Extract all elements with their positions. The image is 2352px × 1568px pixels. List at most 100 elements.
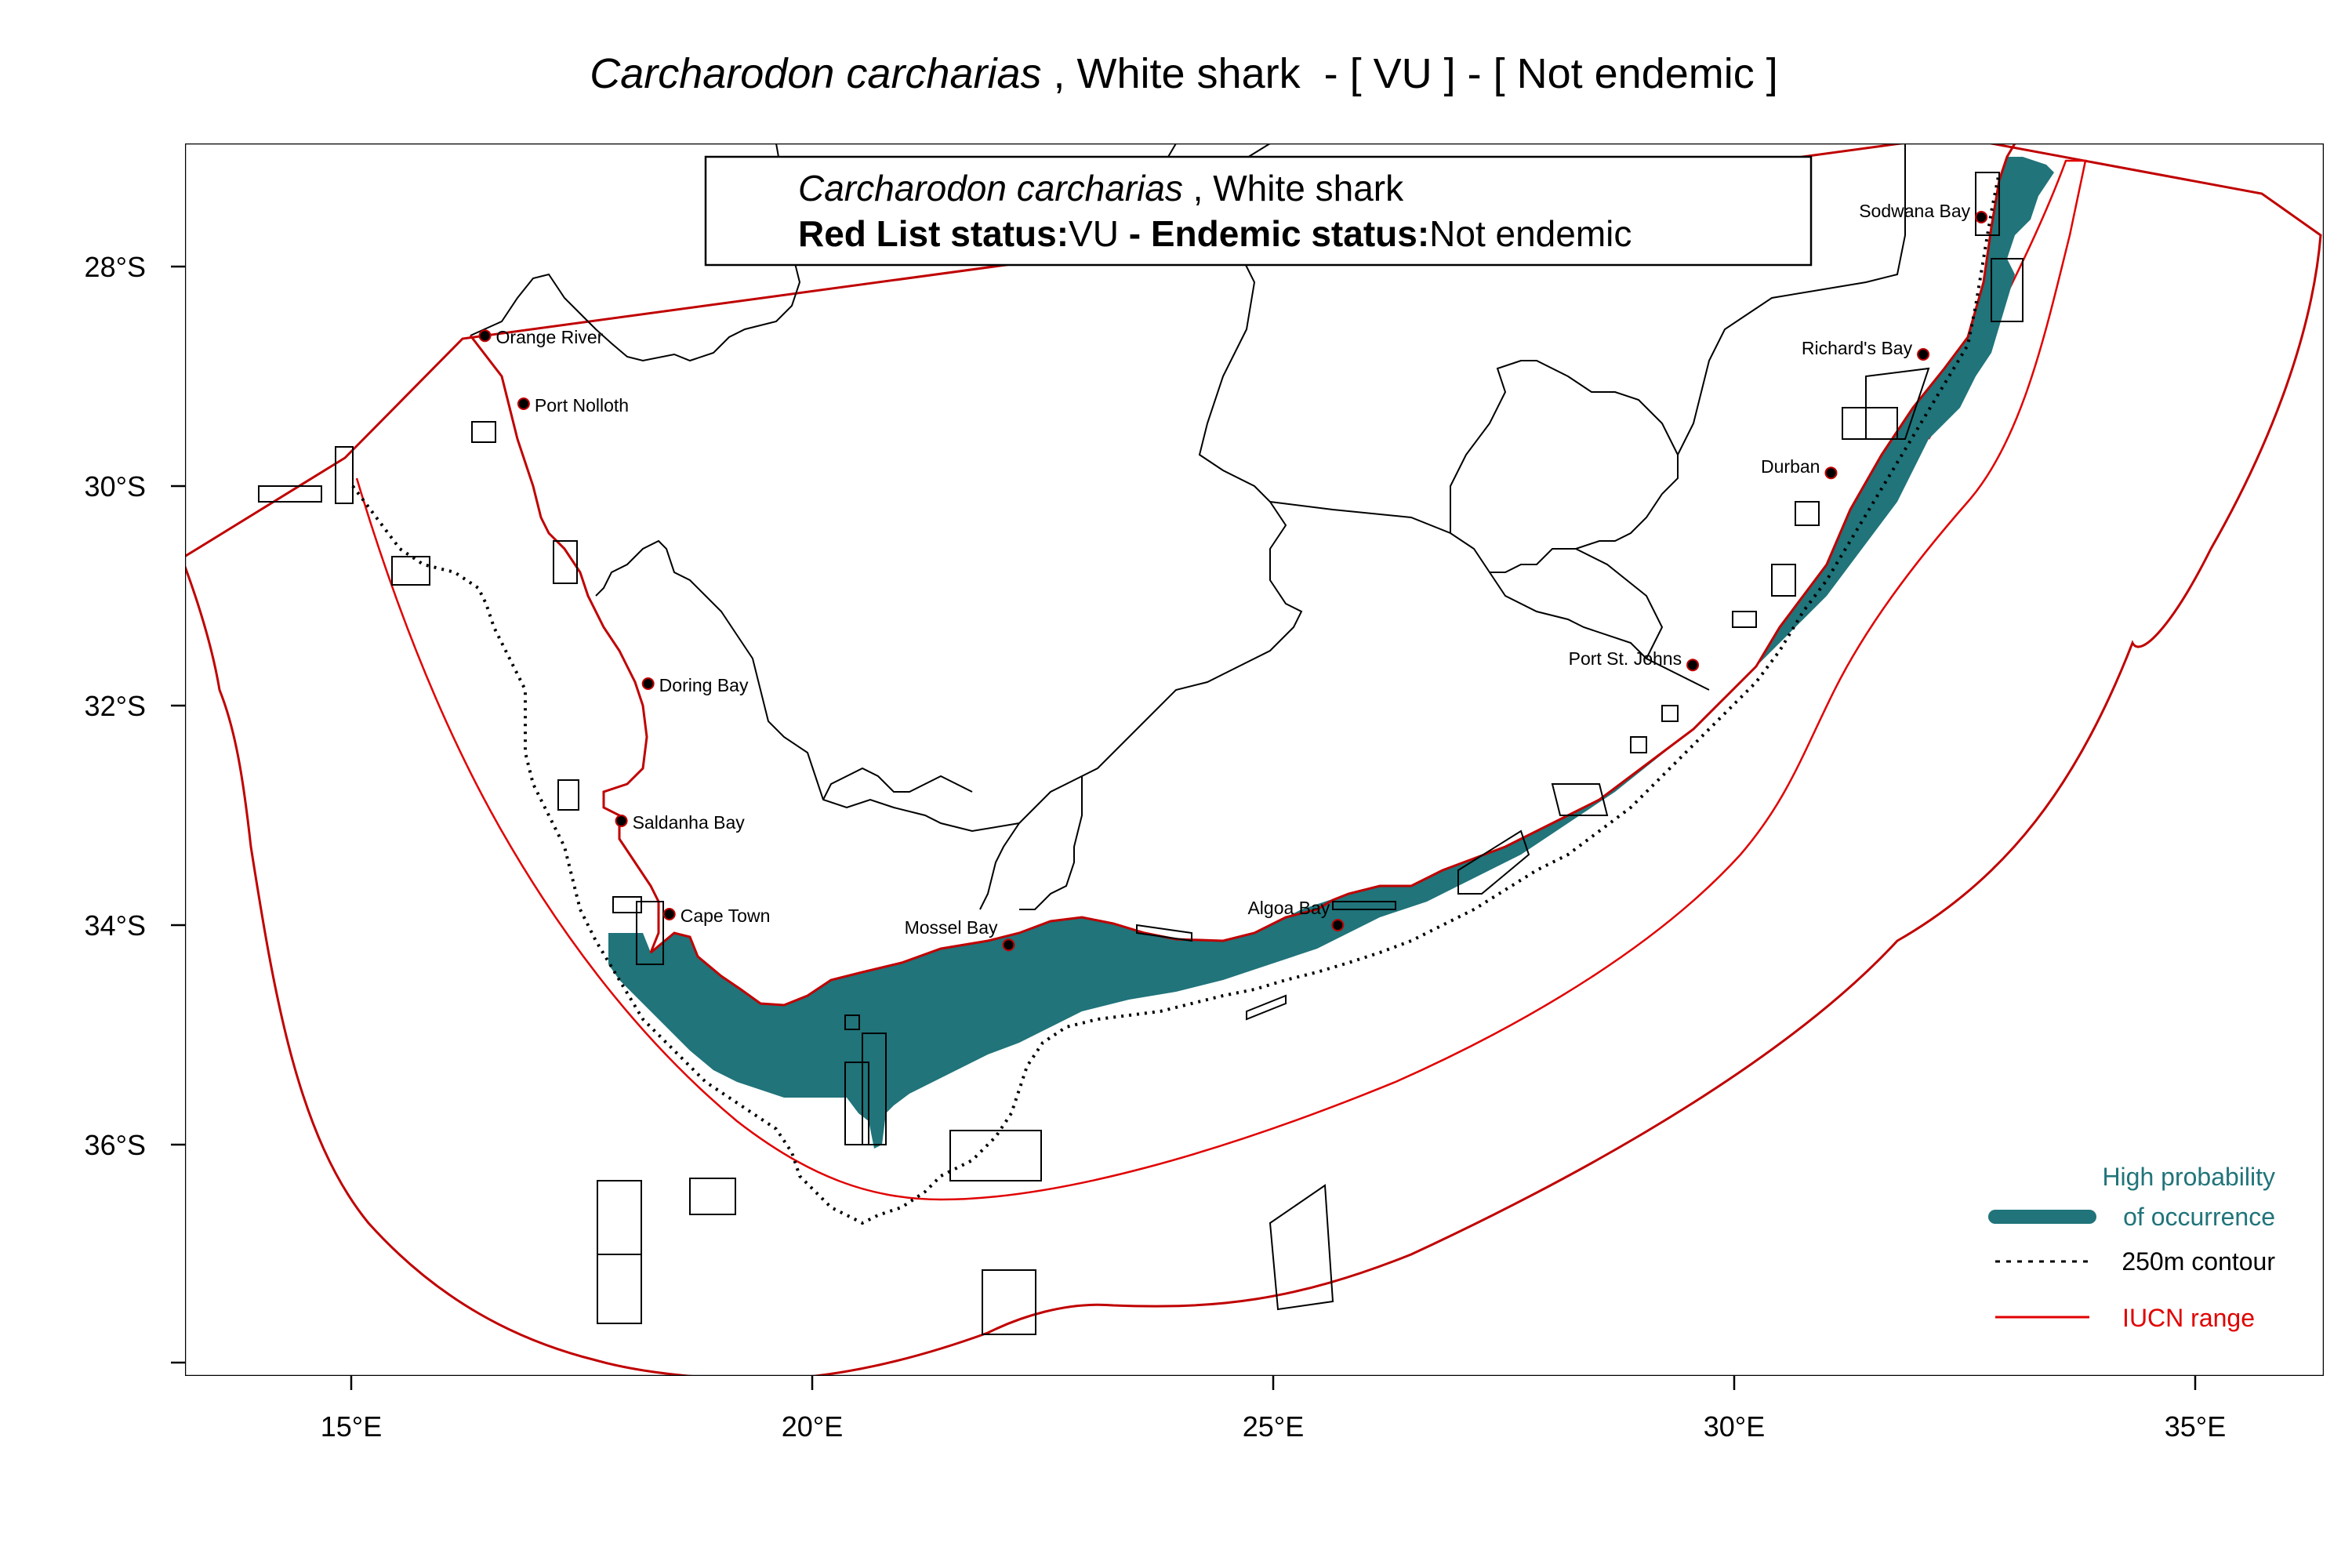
mpa-box: [1246, 994, 1287, 1021]
place-marker: [1824, 466, 1838, 480]
title-species: Carcharodon carcharias: [590, 50, 1041, 97]
place-label: Richard's Bay: [1802, 338, 1913, 358]
endemic-label: - Endemic status:: [1119, 213, 1429, 254]
legend-contour-label: 250m contour: [2122, 1247, 2275, 1276]
place-marker: [662, 908, 676, 920]
mpa-box: [391, 556, 430, 586]
border-namibia: [470, 143, 801, 362]
mpa-box: [1457, 829, 1530, 895]
border-provinces-2: [979, 156, 1303, 910]
mpa-box: [1269, 1184, 1334, 1311]
border-provinces-8: [1019, 776, 1083, 910]
mpa-box: [949, 1130, 1042, 1181]
mpa-box: [1661, 705, 1679, 722]
border-provinces-4: [1450, 360, 1679, 573]
mpa-box: [982, 1269, 1036, 1335]
legend-iucn-label: IUCN range: [2122, 1304, 2255, 1332]
mpa-box: [553, 540, 578, 584]
border-provinces-3: [1269, 501, 1710, 691]
axes: 28°S 30°S 32°S 34°S 36°S 15°E 20°E 25°E 30°E 35°E: [85, 251, 2227, 1443]
mpa-box: [471, 421, 496, 443]
place-label: Algoa Bay: [1247, 898, 1330, 918]
iucn-range-outer: [185, 143, 2322, 1376]
places-layer: Orange River Port Nolloth Doring Bay Saldan…: [478, 201, 1988, 952]
map-title: Carcharodon carcharias , White shark - […: [590, 50, 1778, 97]
mpa-box: [258, 485, 322, 503]
lat-label: 36°S: [85, 1129, 146, 1161]
border-provinces-5: [1677, 143, 1906, 456]
place-label: Doring Bay: [659, 675, 749, 695]
place-marker: [478, 329, 492, 343]
legend-high-prob-line2: of occurrence: [2123, 1203, 2275, 1231]
mpa-box: [1991, 258, 2024, 322]
legend: High probability of occurrence 250m cont…: [1988, 1163, 2275, 1332]
mpa-box: [1630, 736, 1647, 753]
place-label: Orange River: [496, 327, 604, 347]
mpa-box: [844, 1014, 860, 1030]
mpa-box: [612, 896, 642, 913]
mpa-boxes: [258, 172, 2024, 1335]
coastline: [469, 143, 2016, 1007]
lon-label: 25°E: [1243, 1410, 1304, 1443]
mpa-box: [597, 1180, 642, 1324]
place-label: Port St. Johns: [1569, 648, 1682, 669]
place-marker: [1331, 919, 1345, 931]
mpa-box: [1551, 783, 1609, 816]
border-provinces-6: [1575, 548, 1664, 659]
mpa-box: [1975, 172, 2000, 236]
endemic-value: Not endemic: [1429, 213, 1632, 254]
mpa-box: [862, 1033, 887, 1145]
lat-label: 32°S: [85, 690, 146, 722]
place-label: Mossel Bay: [905, 917, 998, 938]
info-box-line2: Red List status:VU - Endemic status:Not …: [798, 213, 1632, 254]
lat-label: 28°S: [85, 251, 146, 283]
redlist-value: VU: [1069, 213, 1119, 254]
mpa-box: [1332, 901, 1396, 910]
place-marker: [1686, 659, 1700, 672]
place-label: Cape Town: [681, 906, 771, 926]
border-provinces-7: [595, 539, 1020, 833]
place-marker: [1975, 211, 1988, 223]
place-label: Sodwana Bay: [1859, 201, 1970, 221]
mpa-box: [689, 1178, 736, 1215]
legend-high-prob-line1: High probability: [2102, 1163, 2275, 1191]
iucn-range-inner: [355, 159, 2087, 1201]
lat-label: 34°S: [85, 909, 146, 942]
map-layers: [185, 143, 2324, 1376]
mpa-box: [1842, 407, 1898, 440]
mpa-box: [844, 1062, 869, 1145]
land-borders: [470, 143, 1906, 910]
mpa-box: [1771, 564, 1796, 597]
place-marker: [615, 815, 628, 827]
info-box-frame: [704, 155, 1813, 267]
mpa-box: [1732, 611, 1757, 628]
lat-label: 30°S: [85, 470, 146, 503]
place-marker: [1917, 348, 1930, 361]
place-label: Port Nolloth: [535, 395, 629, 416]
lon-label: 35°E: [2165, 1410, 2226, 1443]
place-marker: [1002, 938, 1015, 952]
info-common: , White shark: [1183, 168, 1404, 209]
high-occurrence-west: [608, 157, 2054, 1149]
mpa-box: [1136, 924, 1192, 942]
place-marker: [517, 397, 530, 410]
place-marker: [641, 677, 655, 690]
mpa-box: [335, 446, 354, 504]
mpa-box: [1865, 367, 1930, 440]
info-species: Carcharodon carcharias: [798, 168, 1183, 209]
lon-label: 30°E: [1704, 1410, 1765, 1443]
mpa-box: [636, 901, 664, 965]
lon-label: 20°E: [782, 1410, 843, 1443]
contour-250m: [351, 172, 2001, 1225]
redlist-label: Red List status:: [798, 213, 1069, 254]
mpa-box: [557, 779, 579, 811]
place-label: Durban: [1761, 456, 1820, 477]
mpa-box: [1795, 501, 1820, 526]
lon-label: 15°E: [321, 1410, 382, 1443]
title-rest: , White shark - [ VU ] - [ Not endemic ]: [1042, 50, 1778, 97]
border-provinces-9: [822, 767, 973, 800]
info-box: Carcharodon carcharias , White shark Red…: [704, 155, 1813, 267]
info-box-line1: Carcharodon carcharias , White shark: [798, 168, 1404, 209]
place-label: Saldanha Bay: [633, 812, 746, 833]
